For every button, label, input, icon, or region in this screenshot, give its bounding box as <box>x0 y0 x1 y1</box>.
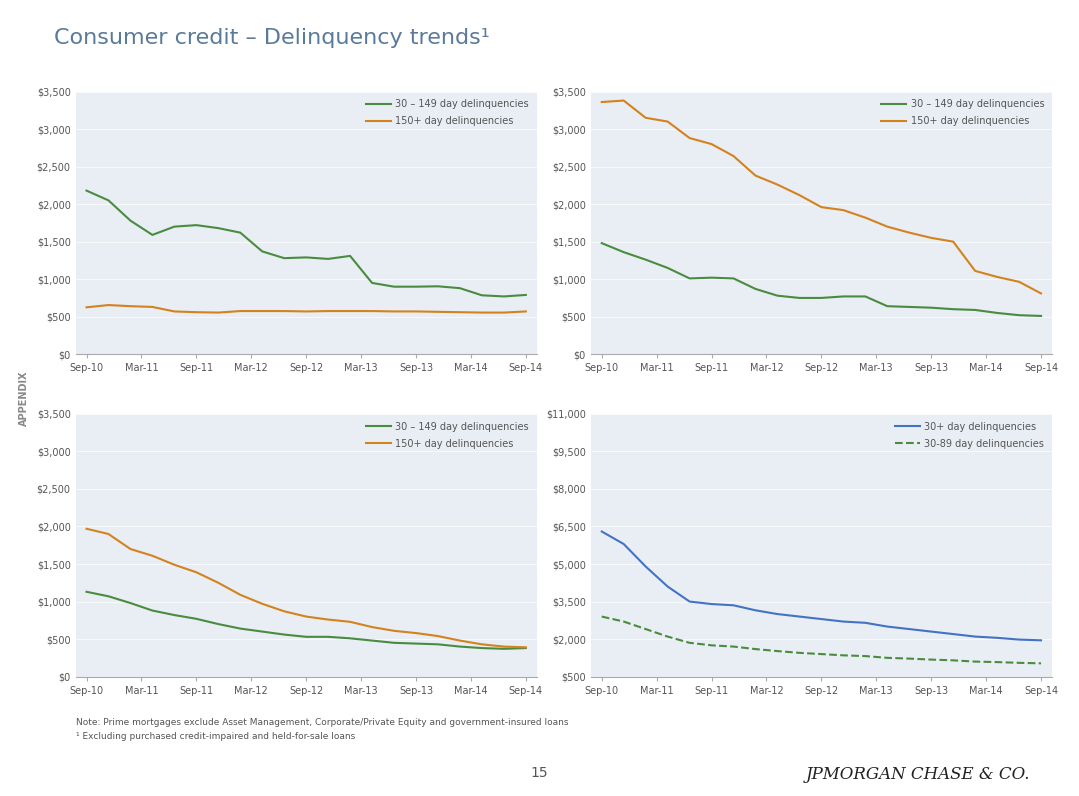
Text: Prime mortgage delinquency trend ($mm): Prime mortgage delinquency trend ($mm) <box>598 75 877 88</box>
Legend: 30 – 149 day delinquencies, 150+ day delinquencies: 30 – 149 day delinquencies, 150+ day del… <box>878 96 1047 129</box>
Legend: 30 – 149 day delinquencies, 150+ day delinquencies: 30 – 149 day delinquencies, 150+ day del… <box>364 96 532 129</box>
Text: Note: Prime mortgages exclude Asset Management, Corporate/Private Equity and gov: Note: Prime mortgages exclude Asset Mana… <box>76 718 568 727</box>
Legend: 30 – 149 day delinquencies, 150+ day delinquencies: 30 – 149 day delinquencies, 150+ day del… <box>364 419 532 451</box>
Text: 15: 15 <box>531 766 548 780</box>
Text: APPENDIX: APPENDIX <box>18 370 29 426</box>
Text: Subprime mortgage delinquency trend ($mm): Subprime mortgage delinquency trend ($mm… <box>82 397 386 411</box>
Text: JPMORGAN CHASE & CO.: JPMORGAN CHASE & CO. <box>806 766 1030 782</box>
Text: ¹ Excluding purchased credit-impaired and held-for-sale loans: ¹ Excluding purchased credit-impaired an… <box>76 732 355 741</box>
Legend: 30+ day delinquencies, 30-89 day delinquencies: 30+ day delinquencies, 30-89 day delinqu… <box>892 419 1047 451</box>
Text: Home equity delinquency trend ($mm): Home equity delinquency trend ($mm) <box>82 75 339 88</box>
Text: Credit card delinquency trend ($mm): Credit card delinquency trend ($mm) <box>598 397 844 411</box>
Text: Consumer credit – Delinquency trends¹: Consumer credit – Delinquency trends¹ <box>54 28 490 48</box>
